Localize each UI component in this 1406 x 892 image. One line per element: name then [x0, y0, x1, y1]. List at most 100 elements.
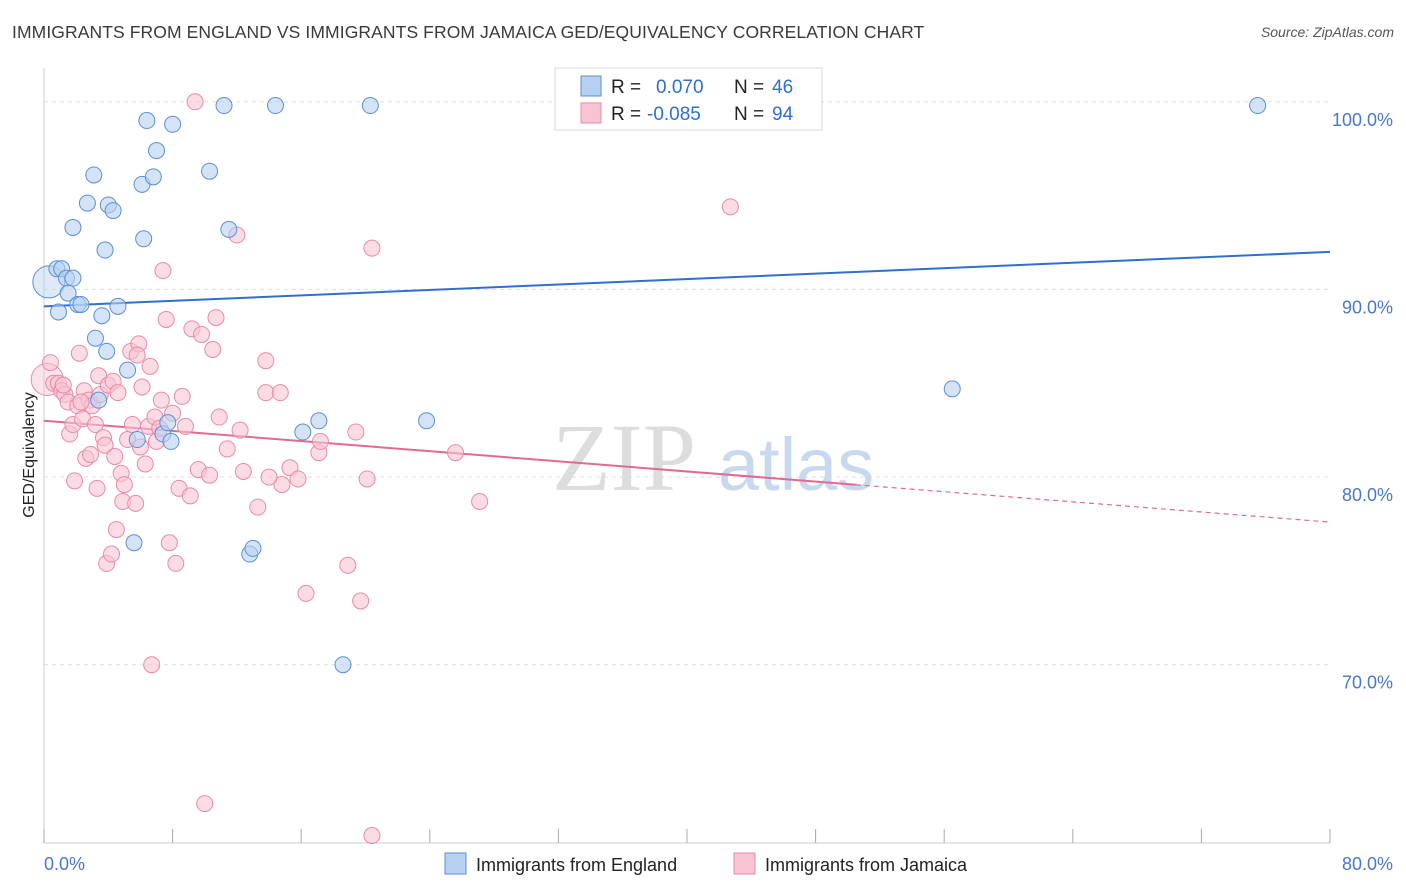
data-point	[943, 380, 961, 398]
stats-legend-swatch-england	[580, 75, 602, 97]
data-point	[54, 376, 72, 394]
data-point	[64, 219, 82, 237]
data-point	[123, 416, 141, 434]
data-point	[86, 416, 104, 434]
y-tick-label: 70.0%	[1342, 673, 1393, 693]
data-point	[107, 521, 125, 539]
data-point	[167, 554, 185, 572]
data-point	[215, 97, 233, 115]
data-point	[311, 432, 329, 450]
data-point	[721, 198, 739, 216]
data-point	[297, 584, 315, 602]
x-tick-label: 0.0%	[44, 854, 85, 874]
data-point	[127, 494, 145, 512]
data-point	[173, 387, 191, 405]
data-point	[160, 534, 178, 552]
data-point	[41, 354, 59, 372]
data-point	[347, 423, 365, 441]
data-point	[133, 378, 151, 396]
data-point	[1249, 97, 1267, 115]
data-point	[109, 384, 127, 402]
data-point	[249, 498, 267, 516]
data-point	[201, 466, 219, 484]
data-point	[96, 241, 114, 259]
data-point	[257, 352, 275, 370]
y-axis-title: GED/Equivalency	[21, 392, 38, 517]
data-point	[115, 476, 133, 494]
data-point	[49, 303, 67, 321]
data-point	[352, 592, 370, 610]
data-point	[72, 295, 90, 313]
data-point	[210, 408, 228, 426]
data-point	[78, 194, 96, 212]
data-point	[193, 325, 211, 343]
data-point	[143, 656, 161, 674]
watermark-atlas: atlas	[718, 423, 874, 506]
chart-title: IMMIGRANTS FROM ENGLAND VS IMMIGRANTS FR…	[12, 22, 925, 42]
data-point	[289, 470, 307, 488]
data-point	[59, 284, 77, 302]
data-point	[447, 444, 465, 462]
bottom-legend-label-jamaica: Immigrants from Jamaica	[765, 855, 968, 875]
stats-legend-r-value-england: 0.070	[656, 77, 704, 98]
data-point	[96, 436, 114, 454]
data-point	[64, 269, 82, 287]
data-point	[72, 393, 90, 411]
data-point	[128, 431, 146, 449]
data-point	[207, 309, 225, 327]
data-point	[334, 656, 352, 674]
bottom-legend-swatch-england	[444, 852, 467, 875]
stats-legend-n-label-jamaica: N =	[734, 104, 764, 125]
bottom-legend: Immigrants from England Immigrants from …	[444, 852, 968, 875]
data-point	[273, 476, 291, 494]
watermark: ZIP atlas	[552, 404, 874, 511]
data-point	[363, 826, 381, 844]
bottom-legend-swatch-jamaica	[733, 852, 756, 875]
data-point	[201, 162, 219, 180]
stats-legend-n-value-jamaica: 94	[772, 104, 794, 125]
data-point	[358, 470, 376, 488]
data-point	[141, 357, 159, 375]
data-point	[85, 166, 103, 184]
data-point	[271, 384, 289, 402]
data-point	[294, 423, 312, 441]
data-point	[164, 115, 182, 133]
bottom-legend-label-england: Immigrants from England	[476, 855, 677, 875]
x-tick-labels: 0.0% 80.0%	[44, 854, 1393, 874]
data-point	[181, 487, 199, 505]
data-point	[176, 417, 194, 435]
stats-legend-r-label-jamaica: R =	[611, 104, 641, 125]
data-point	[82, 446, 100, 464]
data-point	[86, 329, 104, 347]
data-point	[162, 432, 180, 450]
trend-line-extension	[855, 484, 1331, 523]
data-point	[98, 342, 116, 360]
data-point	[157, 310, 175, 328]
series-england-points	[32, 97, 1267, 674]
data-point	[363, 239, 381, 257]
stats-legend-r-label-england: R =	[611, 77, 641, 98]
gridlines	[44, 101, 1330, 666]
data-point	[204, 340, 222, 358]
x-tick-label: 80.0%	[1342, 854, 1393, 874]
watermark-zip: ZIP	[552, 404, 696, 511]
data-point	[135, 230, 153, 248]
data-point	[159, 414, 177, 432]
data-point	[103, 545, 121, 563]
y-tick-label: 100.0%	[1332, 110, 1393, 130]
data-point	[361, 97, 379, 115]
data-point	[138, 112, 156, 130]
y-tick-label: 80.0%	[1342, 485, 1393, 505]
data-point	[244, 539, 262, 557]
y-tick-label: 90.0%	[1342, 297, 1393, 317]
x-ticks	[43, 829, 1331, 843]
stats-legend-r-value-jamaica: -0.085	[647, 104, 701, 125]
data-point	[257, 384, 275, 402]
data-point	[196, 795, 214, 813]
stats-legend-swatch-jamaica	[580, 102, 602, 124]
data-point	[220, 220, 238, 238]
data-point	[128, 346, 146, 364]
data-point	[471, 492, 489, 510]
y-tick-labels: 100.0% 90.0% 80.0% 70.0%	[1332, 110, 1393, 693]
data-point	[88, 479, 106, 497]
